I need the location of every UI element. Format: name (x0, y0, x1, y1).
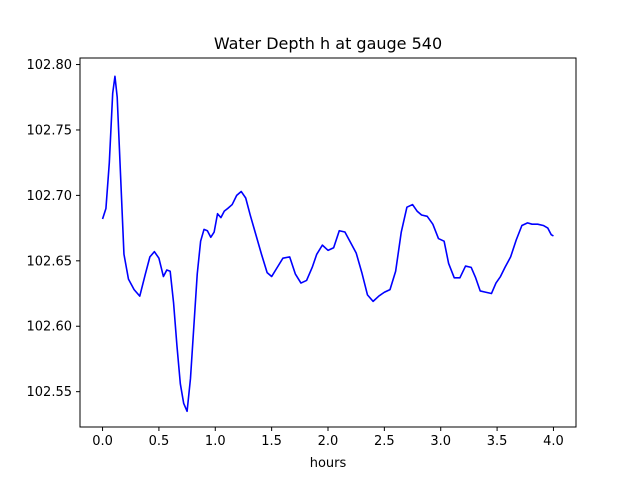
chart-title: Water Depth h at gauge 540 (214, 34, 442, 53)
y-axis-ticks: 102.55 102.60 102.65 102.70 102.75 102.80 (27, 58, 80, 400)
x-tick-label: 3.5 (487, 434, 508, 449)
y-tick-label: 102.80 (27, 58, 73, 73)
x-tick-label: 3.0 (430, 434, 451, 449)
y-tick-label: 102.65 (27, 254, 73, 269)
series-line-0 (101, 75, 554, 413)
x-tick-label: 1.0 (205, 434, 226, 449)
x-axis-label: hours (310, 456, 347, 471)
y-tick-label: 102.75 (27, 123, 73, 138)
x-tick-label: 0.0 (92, 434, 113, 449)
y-tick-label: 102.70 (27, 189, 73, 204)
plot-area (101, 75, 554, 413)
y-tick-label: 102.55 (27, 385, 73, 400)
x-tick-label: 2.5 (374, 434, 395, 449)
x-axis-ticks: 0.0 0.5 1.0 1.5 2.0 2.5 3.0 3.5 4.0 (92, 427, 564, 449)
x-tick-label: 1.5 (261, 434, 282, 449)
y-tick-label: 102.60 (27, 320, 73, 335)
x-tick-label: 0.5 (149, 434, 170, 449)
x-tick-label: 4.0 (543, 434, 564, 449)
x-tick-label: 2.0 (318, 434, 339, 449)
